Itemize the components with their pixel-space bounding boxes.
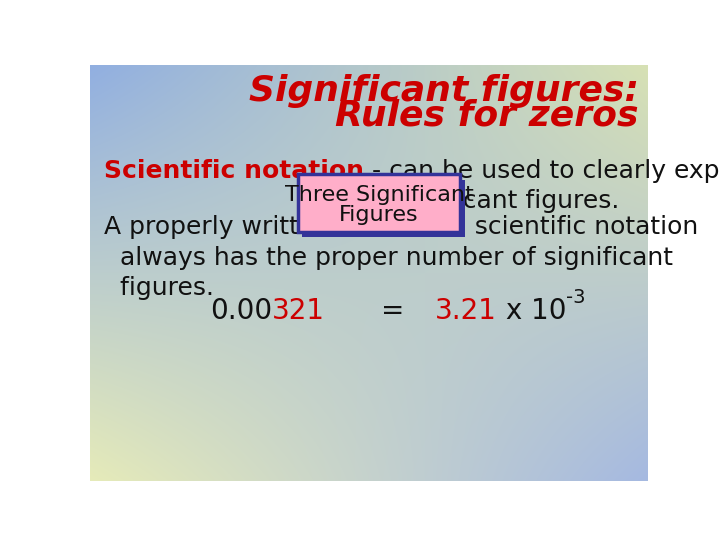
Text: x 10: x 10 [497,298,566,325]
FancyBboxPatch shape [302,179,465,237]
Text: Figures: Figures [339,205,419,225]
Text: Rules for zeros: Rules for zeros [336,99,639,133]
Text: - can be used to clearly express
   significant figures.: - can be used to clearly express signifi… [364,159,720,213]
Text: =: = [381,298,404,325]
Text: Scientific notation: Scientific notation [104,159,364,183]
Text: Three Significant: Three Significant [284,185,474,205]
Text: 0.00: 0.00 [210,298,272,325]
Text: Significant figures:: Significant figures: [248,74,639,108]
Text: A properly written number in scientific notation
  always has the proper number : A properly written number in scientific … [104,215,698,300]
Text: 321: 321 [272,298,325,325]
Text: 3.21: 3.21 [435,298,497,325]
Text: -3: -3 [566,288,586,307]
FancyBboxPatch shape [297,174,461,232]
